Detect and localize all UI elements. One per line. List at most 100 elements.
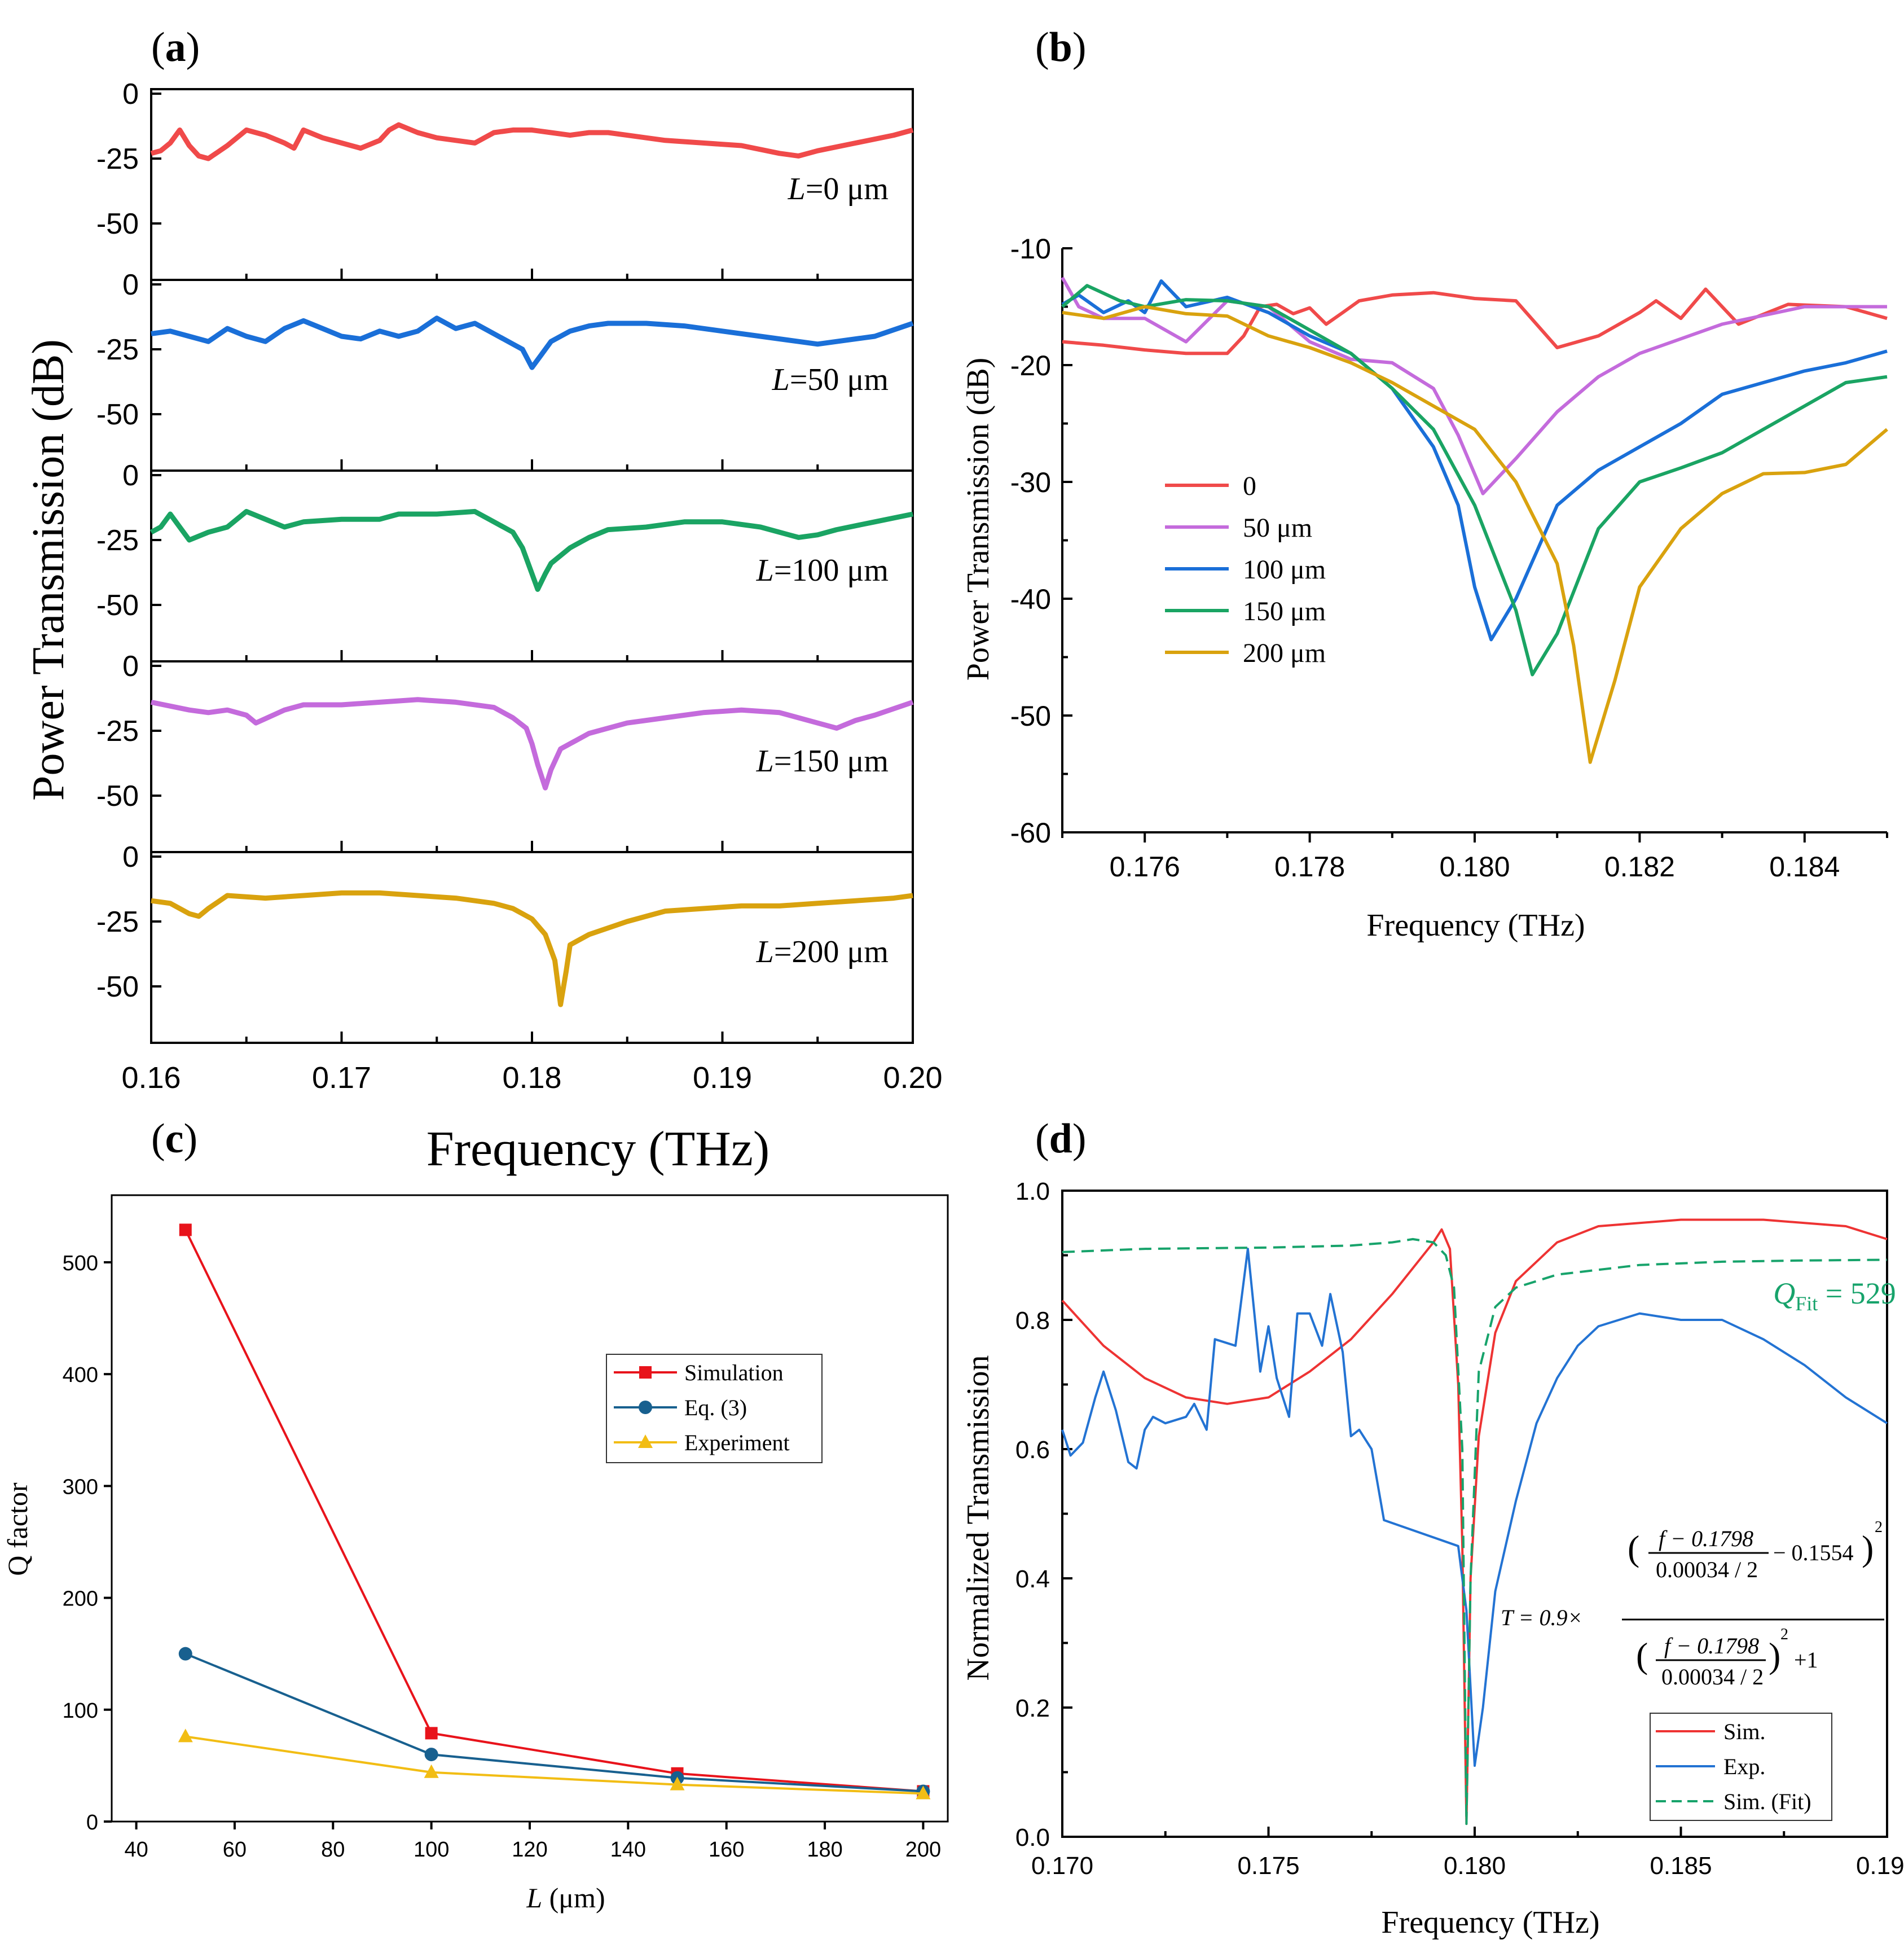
panel-a-y-tick-label: -50 — [96, 398, 139, 431]
panel-a-y-tick-label: -50 — [96, 589, 139, 622]
panel-a-x-tick-label: 0.19 — [693, 1061, 752, 1095]
panel-a: (a) 0-25-50L=0 μm0-25-50L=50 μm0-25-50L=… — [24, 24, 943, 1177]
panel-b-series-line — [1062, 305, 1888, 764]
panel-c-legend-label: Simulation — [684, 1360, 784, 1385]
panel-a-x-axis-label: Frequency (THz) — [426, 1122, 769, 1177]
panel-a-y-tick-label: 0 — [122, 78, 139, 111]
panel-d-y-tick-label: 0.0 — [1015, 1824, 1050, 1851]
panel-b-series-line — [1062, 287, 1888, 356]
panel-b-y-tick-label: -60 — [1010, 817, 1051, 849]
panel-a-y-tick-label: -50 — [96, 780, 139, 813]
panel-b-x-tick-label: 0.176 — [1110, 851, 1180, 883]
panel-d-formula-square: 2 — [1875, 1519, 1883, 1536]
panel-c-data-point — [916, 1785, 931, 1800]
panel-c-legend-marker — [638, 1434, 653, 1448]
panel-d-y-tick-label: 0.4 — [1015, 1565, 1050, 1593]
panel-d-legend-label: Sim. — [1723, 1719, 1765, 1744]
panel-c-x-tick-label: 40 — [124, 1838, 148, 1862]
panel-c-x-tick-label: 60 — [223, 1838, 247, 1862]
panel-c-y-tick-label: 200 — [63, 1587, 98, 1611]
panel-d-x-tick-label: 0.170 — [1031, 1852, 1093, 1880]
panel-c-data-point — [670, 1776, 685, 1791]
panel-b-series-line — [1061, 277, 1887, 495]
panel-b-series-line — [1061, 279, 1888, 642]
panel-a-x-tick-label: 0.20 — [883, 1061, 942, 1095]
panel-a-subplot-label: L=0 μm — [788, 172, 889, 207]
panel-d-x-tick-label: 0.190 — [1856, 1852, 1904, 1880]
panel-c-data-point — [178, 1728, 193, 1743]
panel-d-y-axis-label: Normalized Transmission — [961, 1355, 996, 1680]
panel-a-subplot-label: L=150 μm — [756, 744, 889, 779]
panel-b: (b) -10 -20 -30 -40 -50 -60 0.176 0.178 0.180 0.1… — [961, 24, 1888, 943]
panel-d-formula-lhs: T = 0.9× — [1501, 1605, 1583, 1630]
panel-b-x-tick-label: 0.178 — [1274, 851, 1345, 883]
panel-c-x-tick-label: 120 — [512, 1838, 547, 1862]
panel-d-q-symbol: Q — [1773, 1276, 1795, 1310]
panel-a-x-tick-label: 0.16 — [121, 1061, 181, 1095]
panel-c-data-point — [424, 1748, 438, 1762]
panel-a-subplot-label: L=100 μm — [756, 553, 889, 588]
panel-a-subplot-label-var: L — [756, 744, 774, 779]
panel-d-formula-den-bottom: 0.00034 / 2 — [1661, 1664, 1764, 1690]
panel-a-y-tick-label: -50 — [96, 208, 139, 240]
panel-a-series-line — [151, 890, 913, 1007]
panel-d-series-line — [1062, 1238, 1888, 1825]
panel-d-formula-paren: ) — [1862, 1528, 1874, 1568]
panel-d: (d) 0.0 0.2 0.4 0.6 0.8 1.0 0.170 0.175 0.180 0.1… — [961, 1116, 1904, 1940]
panel-d-q-annotation: QFit = 529 — [1773, 1276, 1896, 1315]
panel-a-subplot-label-rest: =200 μm — [774, 934, 889, 969]
panel-a-subplot-label-var: L — [788, 172, 806, 207]
panel-c: (c) 0 100 200 300 400 500 40 60 80 100 120 140 160 18… — [2, 1116, 949, 1914]
panel-c-series-line — [184, 1229, 924, 1793]
panel-d-y-tick-label: 0.8 — [1015, 1307, 1050, 1335]
panel-a-letter: (a) — [151, 24, 200, 71]
panel-b-series-line — [1061, 284, 1888, 677]
panel-a-series-line — [150, 122, 914, 161]
panel-a-y-tick-label: 0 — [122, 269, 139, 301]
panel-b-legend-label: 0 — [1243, 471, 1256, 501]
panel-b-x-tick-label: 0.182 — [1604, 851, 1675, 883]
panel-b-y-axis-label: Power Transmission (dB) — [961, 358, 996, 681]
panel-c-y-tick-label: 500 — [63, 1252, 98, 1275]
panel-a-subplot-label-rest: =50 μm — [790, 362, 889, 397]
panel-c-data-point — [179, 1223, 192, 1236]
panel-b-x-tick-label: 0.180 — [1439, 851, 1510, 883]
panel-d-formula-den-top: f − 0.1798 — [1664, 1633, 1759, 1658]
panel-d-formula-plus-one: +1 — [1794, 1647, 1818, 1673]
panel-c-y-tick-label: 0 — [86, 1811, 98, 1835]
panel-c-legend-marker — [639, 1366, 652, 1379]
panel-c-letter: (c) — [151, 1116, 197, 1162]
panel-a-subplot-label-rest: =0 μm — [806, 172, 889, 207]
panel-d-x-axis-label: Frequency (THz) — [1381, 1905, 1599, 1940]
panel-c-x-tick-label: 140 — [610, 1838, 646, 1862]
panel-b-legend-label: 150 μm — [1243, 596, 1326, 626]
panel-d-formula-num-top: f − 0.1798 — [1659, 1526, 1753, 1551]
panel-c-data-point — [425, 1727, 438, 1740]
panel-a-series-line — [151, 315, 914, 370]
panel-c-y-tick-label: 400 — [63, 1363, 98, 1387]
panel-c-plot-frame — [111, 1194, 949, 1823]
panel-a-subplot-label-rest: =150 μm — [774, 744, 889, 779]
panel-b-x-axis-label: Frequency (THz) — [1366, 908, 1585, 943]
panel-d-x-tick-label: 0.180 — [1444, 1852, 1506, 1880]
panel-b-legend-label: 100 μm — [1243, 555, 1326, 585]
panel-d-formula-paren: ( — [1628, 1528, 1639, 1568]
panel-a-subplot-label-var: L — [756, 553, 774, 588]
panel-a-subplot-label-rest: =100 μm — [774, 553, 889, 588]
panel-c-x-tick-label: 100 — [414, 1838, 449, 1862]
panel-a-y-tick-label: 0 — [122, 841, 139, 874]
panel-a-x-tick-label: 0.17 — [312, 1061, 371, 1095]
panel-d-formula-minus: − 0.1554 — [1773, 1540, 1854, 1565]
panel-b-x-tick-label: 0.184 — [1769, 851, 1840, 883]
panel-a-y-tick-label: -25 — [96, 715, 139, 748]
panel-a-subplot-label: L=200 μm — [756, 934, 889, 969]
panel-c-series-line — [185, 1652, 924, 1793]
panel-d-formula-square: 2 — [1780, 1626, 1788, 1643]
panel-b-legend-label: 50 μm — [1243, 513, 1312, 543]
panel-b-legend-label: 200 μm — [1243, 638, 1326, 668]
panel-d-q-subscript: Fit — [1795, 1292, 1818, 1315]
panel-d-formula-paren: ) — [1769, 1635, 1780, 1675]
panel-d-y-tick-label: 0.6 — [1015, 1436, 1050, 1464]
panel-a-x-tick-label: 0.18 — [502, 1061, 561, 1095]
